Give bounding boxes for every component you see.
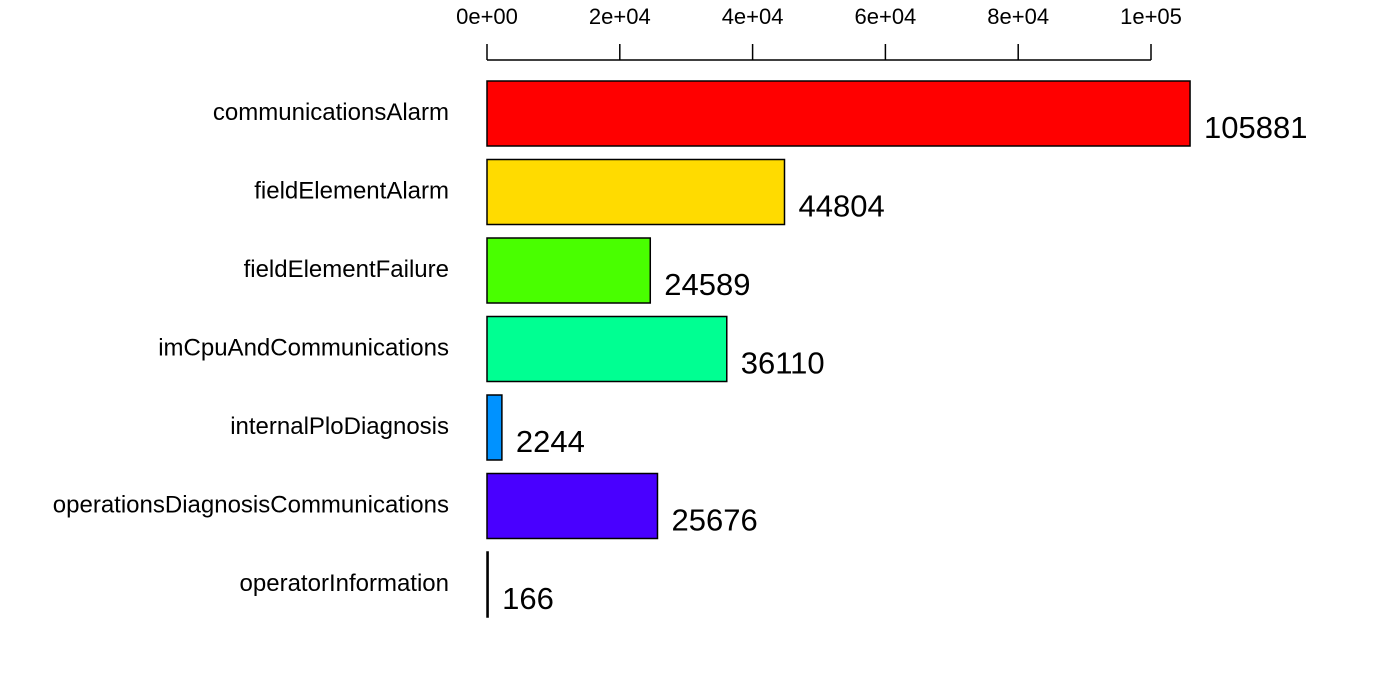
category-labels: communicationsAlarm fieldElementAlarm fiel… bbox=[53, 99, 449, 597]
x-tick-label: 0e+00 bbox=[456, 4, 518, 29]
category-label: operatorInformation bbox=[240, 570, 449, 597]
value-label: 166 bbox=[502, 581, 554, 616]
x-tick-label: 6e+04 bbox=[855, 4, 917, 29]
category-label: fieldElementAlarm bbox=[254, 177, 449, 204]
value-label: 36110 bbox=[741, 346, 825, 381]
x-tick-label: 1e+05 bbox=[1120, 4, 1182, 29]
x-tick-label: 8e+04 bbox=[987, 4, 1049, 29]
bars bbox=[486, 80, 1191, 618]
category-label: internalPloDiagnosis bbox=[230, 413, 449, 440]
value-label: 24589 bbox=[664, 267, 750, 302]
bar bbox=[486, 394, 503, 461]
category-label: imCpuAndCommunications bbox=[158, 334, 449, 361]
x-tick-label: 4e+04 bbox=[722, 4, 784, 29]
value-labels: 105881 44804 24589 36110 2244 25676 166 bbox=[502, 110, 1307, 616]
category-label: operationsDiagnosisCommunications bbox=[53, 491, 449, 518]
category-label: communicationsAlarm bbox=[213, 99, 449, 126]
bar bbox=[486, 237, 652, 304]
value-label: 44804 bbox=[798, 189, 884, 224]
bar bbox=[486, 315, 728, 383]
bar bbox=[486, 472, 659, 540]
value-label: 25676 bbox=[671, 503, 757, 538]
x-axis: 0e+00 2e+04 4e+04 6e+04 8e+04 1e+05 bbox=[456, 4, 1182, 61]
bar bbox=[486, 80, 1191, 147]
bar bbox=[486, 551, 489, 618]
category-label: fieldElementFailure bbox=[244, 256, 449, 283]
bar bbox=[486, 158, 786, 226]
x-tick-label: 2e+04 bbox=[589, 4, 651, 29]
value-label: 105881 bbox=[1204, 110, 1307, 145]
value-label: 2244 bbox=[516, 424, 585, 459]
